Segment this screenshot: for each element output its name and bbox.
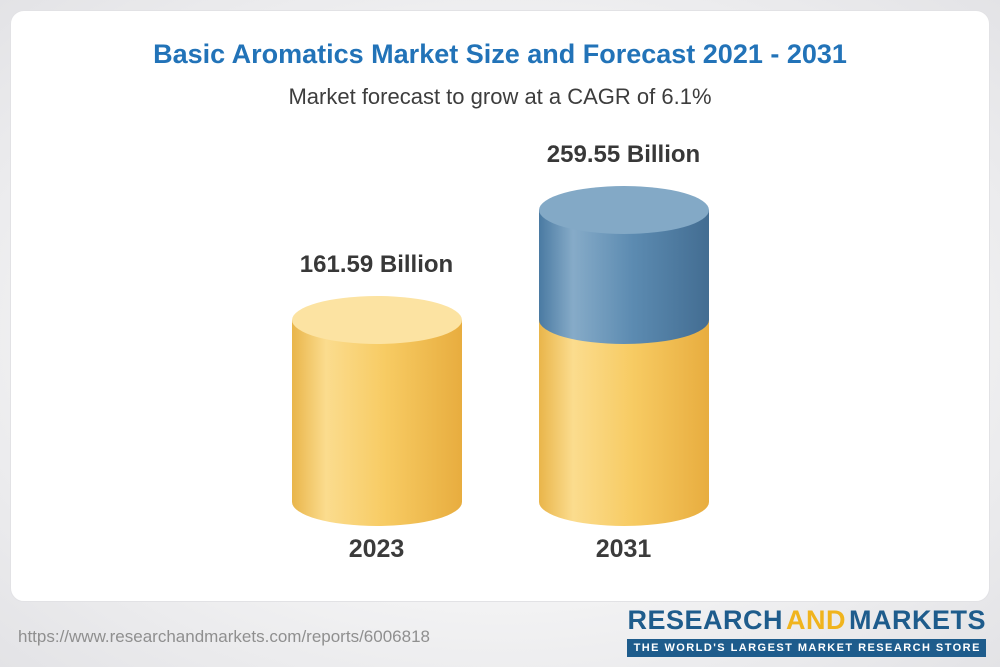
- logo-word-markets: MARKETS: [849, 605, 986, 635]
- bar-group-2031: 259.55 Billion 2031: [538, 141, 710, 564]
- cylinder-top-ellipse: [291, 296, 462, 344]
- research-and-markets-logo: RESEARCH AND MARKETS THE WORLD'S LARGEST M…: [627, 605, 986, 657]
- logo-wordmark: RESEARCH AND MARKETS: [627, 605, 986, 636]
- cylinder-graphic: [291, 296, 462, 526]
- cylinder-top-ellipse: [538, 186, 709, 234]
- cylinder-2031: [538, 185, 710, 527]
- chart-title: Basic Aromatics Market Size and Forecast…: [153, 39, 847, 69]
- chart-card: Basic Aromatics Market Size and Forecast…: [10, 10, 990, 602]
- bar-value-label-2031: 259.55 Billion: [546, 141, 701, 168]
- cylinder-graphic: [538, 186, 709, 526]
- bar-category-label-2031: 2031: [595, 535, 652, 563]
- logo-word-research: RESEARCH: [627, 605, 783, 635]
- report-url-link[interactable]: https://www.researchandmarkets.com/repor…: [18, 627, 430, 646]
- bar-category-label-2023: 2023: [348, 535, 405, 563]
- segment-gold: [291, 320, 462, 526]
- bar-value-label-2023: 161.59 Billion: [299, 251, 454, 278]
- cylinder-bar-chart: 161.59 Billion 2023 259.55 Billion 2031: [11, 126, 989, 564]
- logo-tagline: THE WORLD'S LARGEST MARKET RESEARCH STOR…: [627, 639, 986, 657]
- chart-subtitle: Market forecast to grow at a CAGR of 6.1…: [288, 84, 712, 109]
- bar-group-2023: 161.59 Billion 2023: [291, 251, 463, 564]
- segment-gold: [538, 320, 709, 526]
- logo-word-and: AND: [786, 605, 846, 635]
- segment-blue: [538, 210, 709, 344]
- cylinder-2023: [291, 295, 463, 527]
